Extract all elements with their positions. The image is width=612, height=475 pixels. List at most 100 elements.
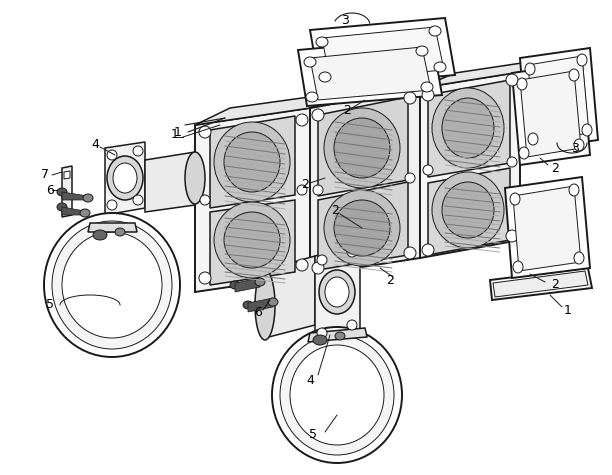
Polygon shape bbox=[318, 97, 408, 196]
Polygon shape bbox=[520, 48, 598, 150]
Ellipse shape bbox=[316, 37, 328, 47]
Polygon shape bbox=[420, 72, 520, 258]
Ellipse shape bbox=[113, 163, 137, 193]
Ellipse shape bbox=[510, 193, 520, 205]
Ellipse shape bbox=[272, 327, 402, 463]
Polygon shape bbox=[493, 271, 588, 297]
Polygon shape bbox=[265, 256, 315, 338]
Ellipse shape bbox=[422, 89, 434, 101]
Polygon shape bbox=[322, 27, 444, 80]
Ellipse shape bbox=[57, 188, 67, 196]
Ellipse shape bbox=[44, 213, 180, 357]
Ellipse shape bbox=[133, 195, 143, 205]
Ellipse shape bbox=[404, 247, 416, 259]
Polygon shape bbox=[490, 268, 592, 300]
Ellipse shape bbox=[304, 57, 316, 67]
Polygon shape bbox=[62, 192, 88, 200]
Polygon shape bbox=[235, 278, 260, 292]
Polygon shape bbox=[310, 88, 420, 275]
Ellipse shape bbox=[312, 109, 324, 121]
Polygon shape bbox=[298, 38, 442, 106]
Ellipse shape bbox=[319, 270, 355, 314]
Polygon shape bbox=[310, 18, 455, 87]
Polygon shape bbox=[62, 166, 72, 217]
Ellipse shape bbox=[347, 247, 357, 257]
Ellipse shape bbox=[507, 157, 517, 167]
Ellipse shape bbox=[442, 182, 494, 238]
Ellipse shape bbox=[133, 146, 143, 156]
Ellipse shape bbox=[416, 46, 428, 56]
Ellipse shape bbox=[224, 132, 280, 192]
Ellipse shape bbox=[405, 173, 415, 183]
Polygon shape bbox=[520, 71, 581, 157]
Polygon shape bbox=[318, 182, 408, 270]
Ellipse shape bbox=[297, 185, 307, 195]
Text: 2: 2 bbox=[331, 203, 339, 217]
Text: 7: 7 bbox=[41, 169, 49, 181]
Polygon shape bbox=[315, 245, 360, 342]
Polygon shape bbox=[88, 223, 137, 232]
Ellipse shape bbox=[306, 92, 318, 102]
Ellipse shape bbox=[243, 301, 253, 309]
Ellipse shape bbox=[582, 124, 592, 136]
Ellipse shape bbox=[107, 200, 117, 210]
Text: 2: 2 bbox=[301, 179, 309, 191]
Ellipse shape bbox=[224, 212, 280, 268]
Ellipse shape bbox=[335, 332, 345, 340]
Ellipse shape bbox=[312, 262, 324, 274]
Ellipse shape bbox=[280, 335, 394, 455]
Polygon shape bbox=[64, 171, 70, 179]
Ellipse shape bbox=[517, 78, 527, 90]
Ellipse shape bbox=[199, 126, 211, 138]
Ellipse shape bbox=[230, 281, 240, 289]
Text: 4: 4 bbox=[306, 373, 314, 387]
Ellipse shape bbox=[347, 320, 357, 330]
Ellipse shape bbox=[107, 156, 143, 200]
Ellipse shape bbox=[423, 165, 433, 175]
Ellipse shape bbox=[422, 244, 434, 256]
Polygon shape bbox=[505, 177, 590, 278]
Ellipse shape bbox=[434, 62, 446, 72]
Polygon shape bbox=[210, 116, 295, 208]
Ellipse shape bbox=[57, 203, 67, 211]
Ellipse shape bbox=[519, 147, 529, 159]
Text: 6: 6 bbox=[46, 183, 54, 197]
Polygon shape bbox=[512, 63, 590, 165]
Ellipse shape bbox=[506, 74, 518, 86]
Ellipse shape bbox=[569, 184, 579, 196]
Ellipse shape bbox=[442, 98, 494, 158]
Polygon shape bbox=[62, 207, 85, 215]
Ellipse shape bbox=[334, 200, 390, 256]
Ellipse shape bbox=[80, 209, 90, 217]
Text: 5: 5 bbox=[46, 298, 54, 312]
Polygon shape bbox=[310, 47, 431, 100]
Polygon shape bbox=[308, 328, 367, 342]
Ellipse shape bbox=[313, 335, 327, 345]
Text: 1: 1 bbox=[174, 125, 182, 139]
Ellipse shape bbox=[404, 92, 416, 104]
Ellipse shape bbox=[52, 221, 172, 349]
Ellipse shape bbox=[83, 194, 93, 202]
Ellipse shape bbox=[255, 270, 275, 340]
Ellipse shape bbox=[506, 230, 518, 242]
Ellipse shape bbox=[107, 150, 117, 160]
Ellipse shape bbox=[569, 69, 579, 81]
Text: 2: 2 bbox=[343, 104, 351, 116]
Ellipse shape bbox=[199, 272, 211, 284]
Ellipse shape bbox=[574, 252, 584, 264]
Text: 2: 2 bbox=[551, 278, 559, 292]
Ellipse shape bbox=[577, 54, 587, 66]
Ellipse shape bbox=[513, 261, 523, 273]
Ellipse shape bbox=[214, 202, 290, 278]
Text: 3: 3 bbox=[571, 142, 579, 154]
Ellipse shape bbox=[296, 114, 308, 126]
Ellipse shape bbox=[93, 230, 107, 240]
Polygon shape bbox=[420, 58, 555, 88]
Ellipse shape bbox=[319, 72, 331, 82]
Text: 4: 4 bbox=[91, 139, 99, 152]
Polygon shape bbox=[145, 152, 195, 212]
Ellipse shape bbox=[334, 118, 390, 178]
Ellipse shape bbox=[268, 298, 278, 306]
Ellipse shape bbox=[324, 190, 400, 266]
Ellipse shape bbox=[200, 195, 210, 205]
